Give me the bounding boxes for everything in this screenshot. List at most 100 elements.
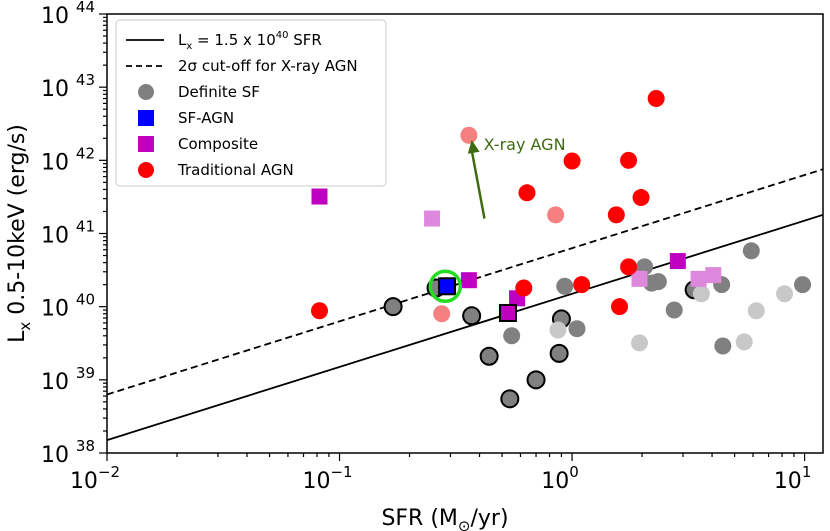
point [632, 189, 650, 207]
legend-sfagn-label: SF-AGN [178, 109, 234, 127]
x-tick-label: 101 [774, 463, 812, 494]
point [620, 151, 638, 169]
legend-agn-label: Traditional AGN [177, 161, 294, 179]
legend-relation-label: Lx = 1.5 x 1040 SFR [178, 30, 322, 52]
point [547, 206, 565, 224]
legend-text-main: 2σ cut-off for X-ray AGN [178, 57, 358, 75]
point [526, 370, 546, 390]
highlight-ring [428, 269, 463, 304]
legend-cutoff-label: 2σ cut-off for X-ray AGN [178, 57, 358, 75]
y-tick-exponent: 41 [76, 218, 95, 236]
y-tick-label: 10 [41, 297, 69, 322]
y-tick-base: 10 [41, 224, 69, 249]
point [607, 206, 625, 224]
legend-text-main: Traditional AGN [177, 161, 294, 179]
point [556, 277, 574, 295]
point [735, 333, 753, 351]
point [742, 242, 760, 260]
x-tick-base: 10 [70, 469, 98, 494]
x-tick-base: 10 [774, 469, 802, 494]
y-axis-title-end: 0.5-10keV (erg/s) [5, 124, 30, 322]
point [311, 188, 328, 205]
x-tick-exponent: −1 [330, 463, 352, 481]
point [500, 389, 520, 409]
legend-text-main: L [178, 31, 187, 49]
legend-text-sup: 40 [276, 30, 289, 41]
point [647, 90, 665, 108]
y-tick-exponent: 38 [76, 437, 95, 455]
point [611, 298, 629, 316]
legend-text-main: SF-AGN [178, 109, 234, 127]
legend-text-sub: x [186, 41, 192, 52]
point [568, 320, 586, 338]
y-tick-label: 10 [41, 77, 69, 102]
point [462, 306, 482, 326]
legend-text-mid: = 1.5 x 10 [192, 31, 275, 49]
relation-lines [107, 168, 823, 441]
legend-agn-marker [138, 162, 154, 178]
annotation-label: X-ray AGN [484, 135, 566, 154]
point [479, 346, 499, 366]
point [549, 321, 567, 339]
y-tick-base: 10 [41, 150, 69, 175]
legend-text-main: Composite [178, 135, 258, 153]
y-tick-exponent: 40 [76, 291, 95, 309]
y-tick-label: 10 [41, 370, 69, 395]
point [503, 327, 521, 345]
y-axis-title-text: L [5, 330, 30, 343]
point [631, 334, 649, 352]
y-tick-base: 10 [41, 77, 69, 102]
annotation-arrow-shaft [470, 149, 486, 219]
point [690, 270, 707, 287]
y-axis-title-sub: x [16, 322, 34, 331]
y-tick-exponent: 44 [76, 0, 95, 16]
legend-box [115, 19, 387, 187]
relation-line [107, 213, 823, 441]
y-tick-base: 10 [41, 443, 69, 468]
y-tick-exponent: 42 [76, 144, 95, 162]
legend-sfagn-marker [138, 110, 154, 126]
point [649, 273, 667, 291]
x-axis-title-sub: ⊙ [458, 517, 471, 531]
axes [99, 13, 824, 461]
x-tick-label: 10−2 [70, 463, 120, 494]
point [518, 184, 536, 202]
legend-comp-marker [138, 136, 154, 152]
legend-comp-label: Composite [178, 135, 258, 153]
x-axis-title-end: /yr) [470, 506, 508, 531]
legend-text-main: Definite SF [178, 83, 260, 101]
point [310, 302, 328, 320]
point [573, 276, 591, 294]
x-tick-exponent: 1 [802, 463, 812, 481]
point [383, 297, 403, 317]
point [705, 267, 722, 284]
y-tick-base: 10 [41, 4, 69, 29]
y-tick-exponent: 39 [76, 364, 95, 382]
point [460, 126, 478, 144]
x-tick-base: 10 [302, 469, 330, 494]
x-tick-label: 10−1 [302, 463, 352, 494]
point [498, 303, 517, 322]
legend-text-end: SFR [288, 31, 321, 49]
x-tick-base: 10 [541, 469, 569, 494]
y-tick-label: 10 [41, 224, 69, 249]
point [631, 270, 648, 287]
point [794, 276, 812, 294]
x-axis-title-text: SFR (M [381, 506, 457, 531]
x-tick-exponent: 0 [569, 463, 579, 481]
legend-sf-label: Definite SF [178, 83, 260, 101]
data-points [310, 90, 812, 409]
y-tick-label: 10 [41, 443, 69, 468]
point [549, 343, 569, 363]
point [563, 152, 581, 170]
point [665, 301, 683, 319]
point [460, 272, 477, 289]
x-axis-title: SFR (M⊙/yr) [381, 506, 508, 531]
x-tick-label: 100 [541, 463, 579, 494]
x-tick-exponent: −2 [98, 463, 120, 481]
annotation-arrow-head [467, 139, 480, 154]
y-tick-base: 10 [41, 370, 69, 395]
point [776, 285, 794, 303]
